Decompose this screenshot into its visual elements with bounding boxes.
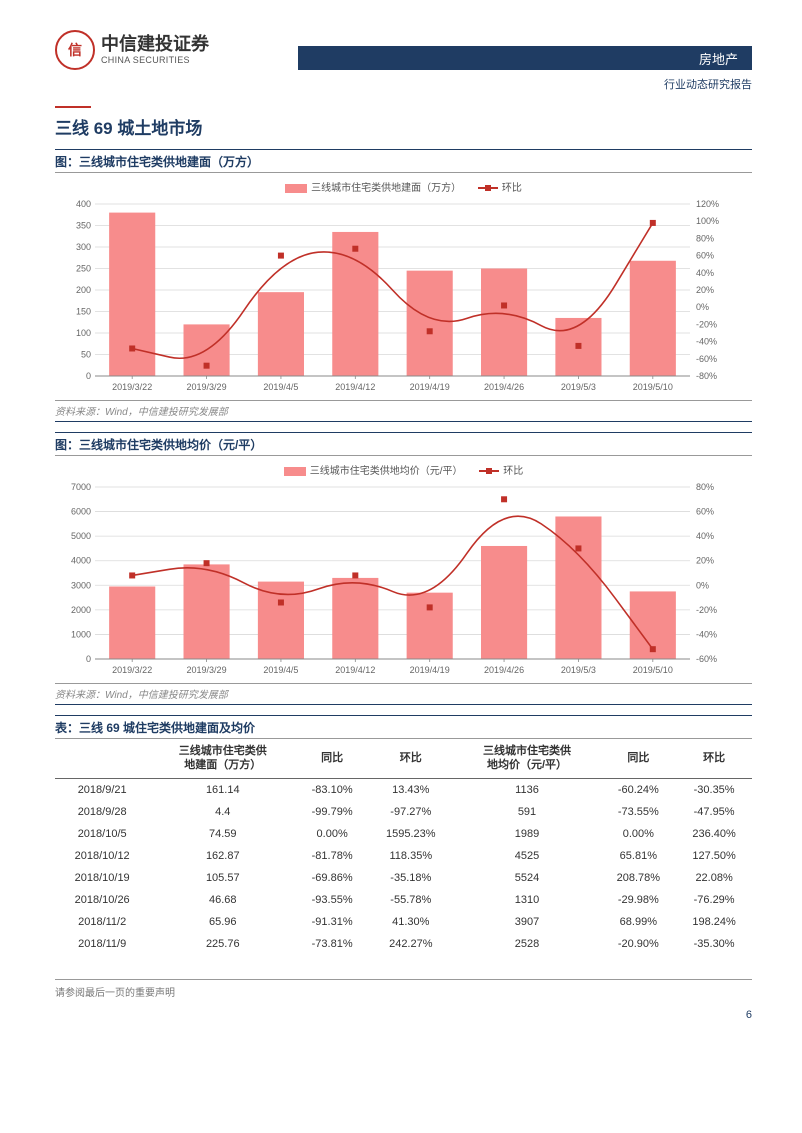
accent-line <box>55 106 91 108</box>
table-row: 2018/11/9225.76-73.81%242.27%2528-20.90%… <box>55 933 752 955</box>
svg-text:-20%: -20% <box>696 319 717 329</box>
table-row: 2018/9/284.4-99.79%-97.27%591-73.55%-47.… <box>55 801 752 823</box>
svg-text:20%: 20% <box>696 556 714 566</box>
svg-text:80%: 80% <box>696 233 714 243</box>
svg-text:2019/4/26: 2019/4/26 <box>484 665 524 675</box>
table-header: 三线城市住宅类供地建面（万方） <box>149 739 296 779</box>
svg-text:-40%: -40% <box>696 337 717 347</box>
chart2-legend: 三线城市住宅类供地均价（元/平） 环比 <box>55 462 752 477</box>
svg-text:0: 0 <box>86 654 91 664</box>
chart1-legend-bar: 三线城市住宅类供地建面（万方） <box>311 183 461 194</box>
svg-text:0%: 0% <box>696 302 709 312</box>
svg-text:-80%: -80% <box>696 371 717 381</box>
svg-text:2019/5/3: 2019/5/3 <box>561 665 596 675</box>
svg-text:7000: 7000 <box>71 482 91 492</box>
svg-text:2019/5/3: 2019/5/3 <box>561 382 596 392</box>
svg-text:4000: 4000 <box>71 556 91 566</box>
svg-text:60%: 60% <box>696 251 714 261</box>
svg-text:2000: 2000 <box>71 605 91 615</box>
svg-text:120%: 120% <box>696 199 719 209</box>
table-caption: 表：三线 69 城住宅类供地建面及均价 <box>55 715 752 736</box>
svg-text:-40%: -40% <box>696 629 717 639</box>
disclaimer-text: 请参阅最后一页的重要声明 <box>55 984 175 999</box>
svg-text:80%: 80% <box>696 482 714 492</box>
logo-mark: 信 <box>55 30 95 70</box>
svg-text:2019/4/5: 2019/4/5 <box>263 382 298 392</box>
table-header: 同比 <box>296 739 368 779</box>
svg-text:40%: 40% <box>696 268 714 278</box>
svg-text:300: 300 <box>76 242 91 252</box>
svg-text:1000: 1000 <box>71 629 91 639</box>
svg-text:200: 200 <box>76 285 91 295</box>
svg-text:-60%: -60% <box>696 654 717 664</box>
company-name-en: CHINA SECURITIES <box>101 55 209 65</box>
chart2-source: 资料来源：Wind，中信建投研究发展部 <box>55 683 752 705</box>
section-title: 三线 69 城土地市场 <box>55 114 752 139</box>
svg-text:2019/4/19: 2019/4/19 <box>410 665 450 675</box>
svg-text:100%: 100% <box>696 216 719 226</box>
table-row: 2018/9/21161.14-83.10%13.43%1136-60.24%-… <box>55 778 752 801</box>
table-row: 2018/11/265.96-91.31%41.30%390768.99%198… <box>55 911 752 933</box>
chart2-legend-bar: 三线城市住宅类供地均价（元/平） <box>310 466 463 477</box>
svg-text:50: 50 <box>81 350 91 360</box>
svg-text:60%: 60% <box>696 507 714 517</box>
company-logo: 信 中信建投证券 CHINA SECURITIES <box>55 30 209 70</box>
svg-text:250: 250 <box>76 264 91 274</box>
data-table: 三线城市住宅类供地建面（万方）同比环比三线城市住宅类供地均价（元/平）同比环比 … <box>55 738 752 955</box>
svg-text:0%: 0% <box>696 580 709 590</box>
chart1-svg: 0 50 100 150 200 250 300 350 400 -80% -60% -40% -20%… <box>55 198 735 398</box>
company-name-cn: 中信建投证券 <box>101 35 209 55</box>
svg-text:150: 150 <box>76 307 91 317</box>
chart1-legend-line: 环比 <box>502 183 522 194</box>
chart-area-supply: 图：三线城市住宅类供地建面（万方） 三线城市住宅类供地建面（万方） 环比 0 50… <box>55 149 752 422</box>
table-row: 2018/10/12162.87-81.78%118.35%452565.81%… <box>55 845 752 867</box>
table-row: 2018/10/19105.57-69.86%-35.18%5524208.78… <box>55 867 752 889</box>
svg-text:2019/3/29: 2019/3/29 <box>187 382 227 392</box>
svg-text:400: 400 <box>76 199 91 209</box>
chart1-source: 资料来源：Wind，中信建投研究发展部 <box>55 400 752 422</box>
chart-avg-price: 图：三线城市住宅类供地均价（元/平） 三线城市住宅类供地均价（元/平） 环比 0… <box>55 432 752 705</box>
table-row: 2018/10/2646.68-93.55%-55.78%1310-29.98%… <box>55 889 752 911</box>
page-number: 6 <box>55 1009 752 1021</box>
svg-text:20%: 20% <box>696 285 714 295</box>
svg-text:-20%: -20% <box>696 605 717 615</box>
svg-text:100: 100 <box>76 328 91 338</box>
table-header <box>55 739 149 779</box>
svg-text:2019/4/5: 2019/4/5 <box>263 665 298 675</box>
chart1-caption: 图：三线城市住宅类供地建面（万方） <box>55 149 752 170</box>
report-type: 行业动态研究报告 <box>55 76 752 92</box>
table-header: 环比 <box>368 739 454 779</box>
table-header: 环比 <box>676 739 752 779</box>
chart2-legend-line: 环比 <box>503 466 523 477</box>
svg-text:2019/4/12: 2019/4/12 <box>335 382 375 392</box>
svg-text:2019/4/12: 2019/4/12 <box>335 665 375 675</box>
svg-text:3000: 3000 <box>71 580 91 590</box>
svg-text:-60%: -60% <box>696 354 717 364</box>
category-bar: 房地产 <box>298 46 752 70</box>
svg-text:0: 0 <box>86 371 91 381</box>
chart2-caption: 图：三线城市住宅类供地均价（元/平） <box>55 432 752 453</box>
svg-text:2019/5/10: 2019/5/10 <box>633 382 673 392</box>
svg-text:2019/4/19: 2019/4/19 <box>410 382 450 392</box>
svg-text:5000: 5000 <box>71 531 91 541</box>
table-row: 2018/10/574.590.00%1595.23%19890.00%236.… <box>55 823 752 845</box>
svg-text:40%: 40% <box>696 531 714 541</box>
table-header: 三线城市住宅类供地均价（元/平） <box>454 739 601 779</box>
page-footer: 请参阅最后一页的重要声明 <box>55 979 752 999</box>
chart2-svg: 0 1000 2000 3000 4000 5000 6000 7000 -60% -40% -20… <box>55 481 735 681</box>
svg-text:350: 350 <box>76 221 91 231</box>
svg-text:2019/3/22: 2019/3/22 <box>112 382 152 392</box>
svg-text:6000: 6000 <box>71 507 91 517</box>
svg-text:2019/4/26: 2019/4/26 <box>484 382 524 392</box>
table-header: 同比 <box>600 739 676 779</box>
svg-text:2019/3/29: 2019/3/29 <box>187 665 227 675</box>
svg-text:2019/5/10: 2019/5/10 <box>633 665 673 675</box>
chart1-legend: 三线城市住宅类供地建面（万方） 环比 <box>55 179 752 194</box>
svg-text:2019/3/22: 2019/3/22 <box>112 665 152 675</box>
